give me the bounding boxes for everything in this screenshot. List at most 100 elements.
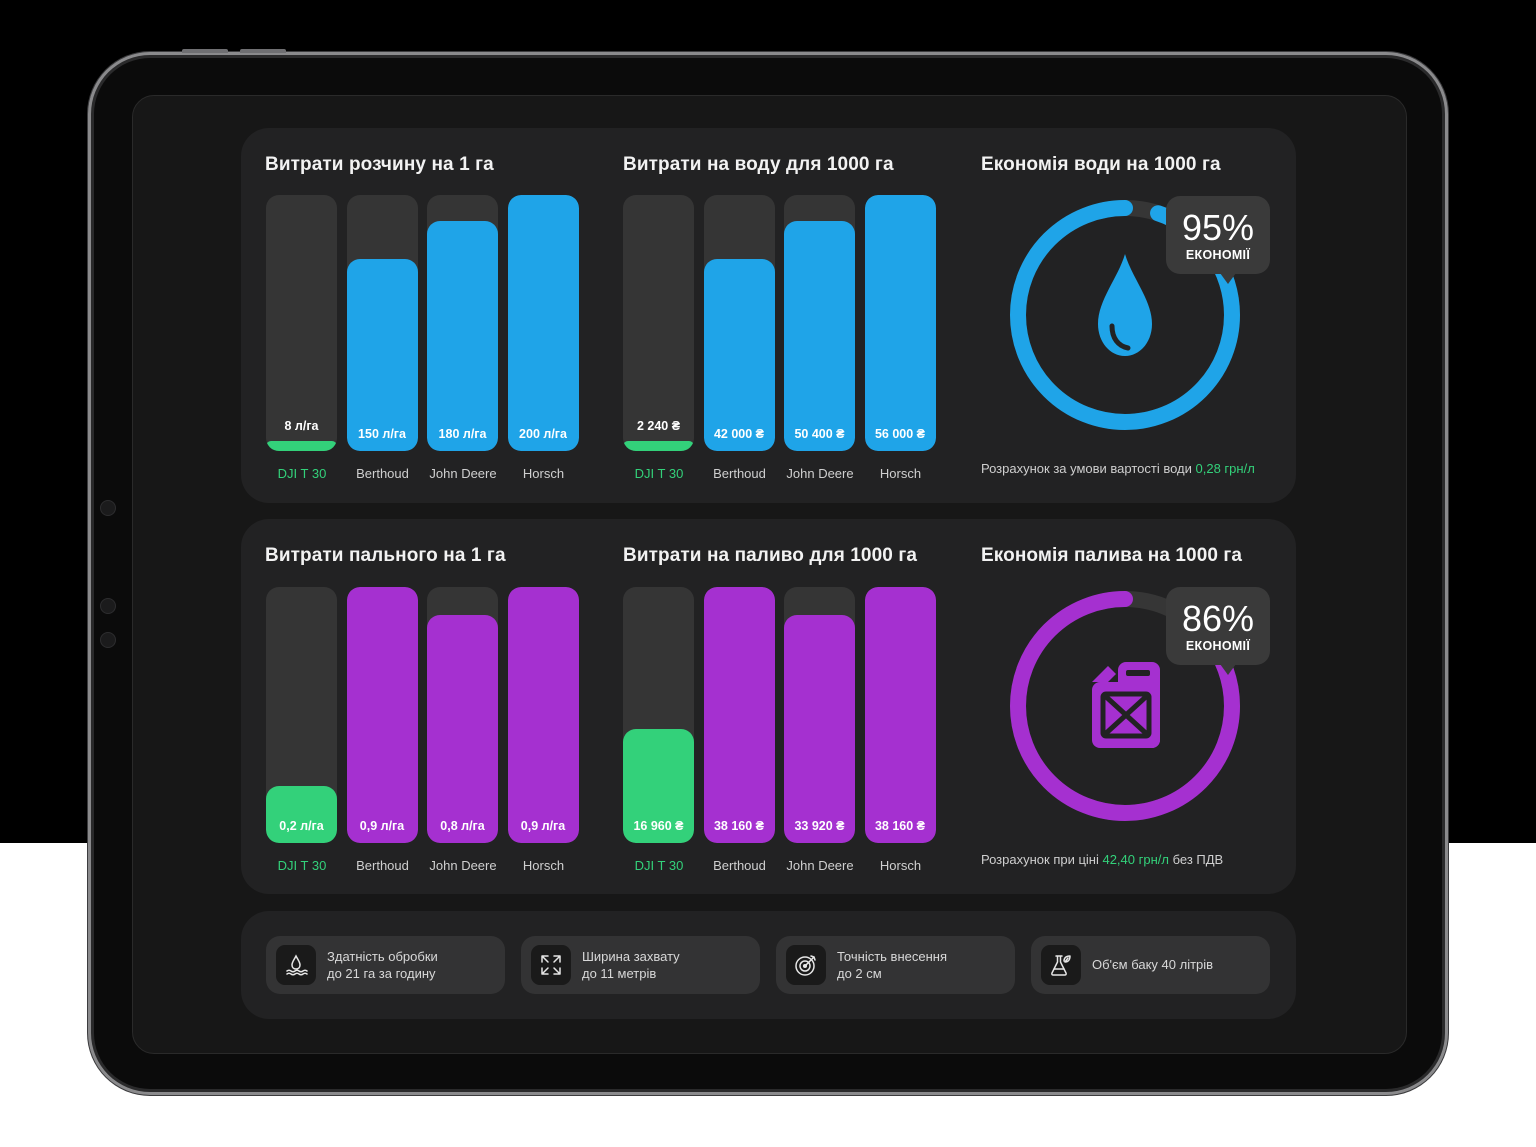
bar-track: 2 240 ₴ bbox=[623, 195, 694, 451]
water-usage-title: Витрати розчину на 1 га bbox=[265, 154, 494, 175]
camera-lens bbox=[100, 500, 116, 516]
feature-card-capacity: Здатність обробки до 21 га за годину bbox=[266, 936, 505, 994]
bar-category-label: John Deere bbox=[429, 466, 497, 481]
bar-track: 0,9 л/га bbox=[346, 587, 418, 843]
bar-track: 0,8 л/га bbox=[427, 587, 498, 843]
bar-fill bbox=[427, 615, 498, 843]
bar-value-label: 16 960 ₴ bbox=[633, 819, 684, 833]
bar-value-label: 56 000 ₴ bbox=[874, 427, 926, 441]
bar-value-label: 38 160 ₴ bbox=[874, 819, 926, 833]
bar-track: 38 160 ₴ bbox=[864, 587, 936, 843]
water-savings-title: Економія води на 1000 га bbox=[981, 154, 1221, 175]
fuel-note-suffix: без ПДВ bbox=[1168, 852, 1224, 867]
water-cost-title: Витрати на воду для 1000 га bbox=[623, 154, 894, 175]
feature-card-tank: Об'єм баку 40 літрів bbox=[1031, 936, 1270, 994]
feature-card-accuracy: Точність внесення до 2 см bbox=[776, 936, 1015, 994]
bar-value-label: 50 400 ₴ bbox=[794, 427, 845, 441]
bar-value-label: 200 л/га bbox=[519, 427, 567, 441]
water-savings-badge: 95% ЕКОНОМІЇ bbox=[1166, 196, 1270, 284]
feature-text: Здатність обробки до 21 га за годину bbox=[327, 949, 438, 981]
bar-category-label: Berthoud bbox=[356, 858, 409, 873]
bar-value-label: 180 л/га bbox=[438, 427, 487, 441]
bar-value-label: 42 000 ₴ bbox=[713, 427, 765, 441]
fuel-canister-icon bbox=[1092, 662, 1160, 748]
bar-category-label: John Deere bbox=[429, 858, 497, 873]
volume-button bbox=[240, 49, 286, 53]
fuel-usage-title: Витрати пального на 1 га bbox=[265, 545, 506, 566]
camera-lens bbox=[100, 632, 116, 648]
bar-fill bbox=[784, 221, 855, 451]
bar-track: 42 000 ₴ bbox=[703, 195, 775, 451]
bar-value-label: 2 240 ₴ bbox=[636, 419, 681, 433]
bar-category-label: DJI T 30 bbox=[277, 466, 327, 481]
bar-category-label: Horsch bbox=[879, 466, 922, 481]
bar-value-label: 0,8 л/га bbox=[440, 819, 485, 833]
bar-track: 16 960 ₴ bbox=[623, 587, 694, 843]
feature-text: Точність внесення до 2 см bbox=[837, 949, 947, 981]
camera-lens bbox=[100, 598, 116, 614]
feature-card-width: Ширина захвату до 11 метрів bbox=[521, 936, 760, 994]
bar-category-label: DJI T 30 bbox=[634, 466, 684, 481]
feature-text: Ширина захвату до 11 метрів bbox=[582, 949, 680, 981]
bar-fill bbox=[346, 587, 418, 843]
bar-fill bbox=[703, 259, 775, 451]
water-price: 0,28 грн/л bbox=[1195, 461, 1255, 476]
fuel-price: 42,40 грн/л bbox=[1102, 852, 1169, 867]
bar-category-label: John Deere bbox=[786, 466, 854, 481]
bar-fill bbox=[864, 195, 936, 451]
bar-highlight bbox=[623, 441, 694, 451]
bar-value-label: 0,9 л/га bbox=[520, 819, 566, 833]
fuel-savings-ring bbox=[1010, 591, 1240, 821]
bar-category-label: Horsch bbox=[879, 858, 922, 873]
water-savings-caption: ЕКОНОМІЇ bbox=[1185, 248, 1251, 262]
water-drop-icon bbox=[1098, 254, 1152, 356]
bar-highlight bbox=[266, 441, 337, 451]
bar-track: 56 000 ₴ bbox=[864, 195, 936, 451]
bar-fill bbox=[703, 587, 775, 843]
bar-category-label: DJI T 30 bbox=[277, 858, 327, 873]
bar-highlight bbox=[623, 729, 694, 843]
bar-track: 50 400 ₴ bbox=[784, 195, 855, 451]
bar-value-label: 8 л/га bbox=[284, 419, 319, 433]
fuel-savings-caption: ЕКОНОМІЇ bbox=[1185, 639, 1251, 653]
volume-button bbox=[182, 49, 228, 53]
bar-category-label: Berthoud bbox=[356, 466, 409, 481]
fuel-savings-title: Економія палива на 1000 га bbox=[981, 545, 1243, 566]
bar-category-label: Berthoud bbox=[713, 858, 766, 873]
bar-value-label: 38 160 ₴ bbox=[713, 819, 765, 833]
bar-fill bbox=[507, 195, 579, 451]
bar-track: 38 160 ₴ bbox=[703, 587, 775, 843]
bar-track: 33 920 ₴ bbox=[784, 587, 855, 843]
bar-category-label: Horsch bbox=[522, 858, 565, 873]
bar-track: 8 л/га bbox=[266, 195, 337, 451]
bar-category-label: Horsch bbox=[522, 466, 565, 481]
bar-track: 150 л/га bbox=[346, 195, 418, 451]
bar-value-label: 150 л/га bbox=[358, 427, 406, 441]
bar-value-label: 0,9 л/га bbox=[359, 819, 405, 833]
flask-icon bbox=[1041, 945, 1081, 985]
bar-fill bbox=[427, 221, 498, 451]
fuel-note-text: Розрахунок при ціні bbox=[981, 852, 1103, 867]
fuel-savings-percent: 86% bbox=[1181, 598, 1255, 639]
water-note: Розрахунок за умови вартості води 0,28 г… bbox=[981, 461, 1255, 476]
fuel-cost-title: Витрати на паливо для 1000 га bbox=[623, 545, 917, 566]
bar-value-label: 33 920 ₴ bbox=[794, 819, 845, 833]
bar-fill bbox=[346, 259, 418, 451]
bar-fill bbox=[864, 587, 936, 843]
bar-category-label: John Deere bbox=[786, 858, 854, 873]
bar-track: 180 л/га bbox=[427, 195, 498, 451]
fuel-savings-badge: 86% ЕКОНОМІЇ bbox=[1166, 587, 1270, 675]
bar-category-label: Berthoud bbox=[713, 466, 766, 481]
bar-track: 0,9 л/га bbox=[507, 587, 579, 843]
bar-highlight bbox=[266, 786, 337, 843]
feature-text: Об'єм баку 40 літрів bbox=[1092, 957, 1214, 972]
bar-fill bbox=[784, 615, 855, 843]
water-savings-ring bbox=[1010, 200, 1240, 430]
bar-value-label: 0,2 л/га bbox=[279, 819, 324, 833]
bar-track: 0,2 л/га bbox=[266, 587, 337, 843]
water-waves-icon bbox=[276, 945, 316, 985]
water-savings-percent: 95% bbox=[1181, 207, 1255, 248]
bar-category-label: DJI T 30 bbox=[634, 858, 684, 873]
bar-track: 200 л/га bbox=[507, 195, 579, 451]
expand-arrows-icon bbox=[531, 945, 571, 985]
